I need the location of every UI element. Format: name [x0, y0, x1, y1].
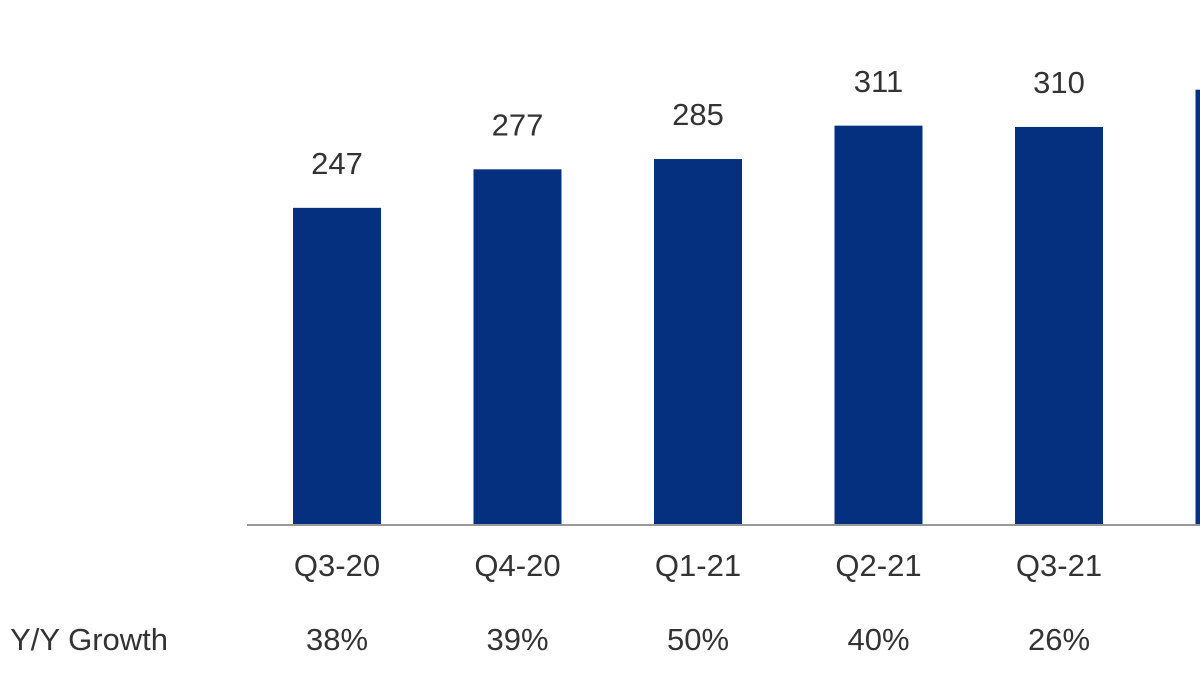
bar — [293, 207, 381, 525]
value-label: 285 — [672, 97, 724, 132]
x-tick-label: Q1-21 — [655, 548, 741, 583]
value-label: 277 — [492, 108, 544, 143]
x-tick-label: Q2-21 — [835, 548, 921, 583]
growth-label: 26% — [1028, 622, 1090, 657]
bar — [1015, 126, 1103, 526]
growth-label: 40% — [847, 622, 909, 657]
growth-label: 50% — [667, 622, 729, 657]
bar — [1195, 89, 1200, 525]
value-label: 311 — [854, 64, 903, 99]
growth-label: 39% — [486, 622, 548, 657]
bar — [834, 125, 923, 526]
value-label: 310 — [1033, 65, 1085, 100]
x-tick-label: Q4-20 — [474, 548, 560, 583]
growth-row-label: Y/Y Growth — [10, 622, 168, 657]
x-tick-label: Q3-21 — [1016, 548, 1102, 583]
bar — [654, 159, 742, 526]
bar — [473, 169, 562, 525]
x-tick-label: Q3-20 — [294, 548, 380, 583]
growth-label: 38% — [306, 622, 368, 657]
value-label: 247 — [311, 146, 363, 181]
